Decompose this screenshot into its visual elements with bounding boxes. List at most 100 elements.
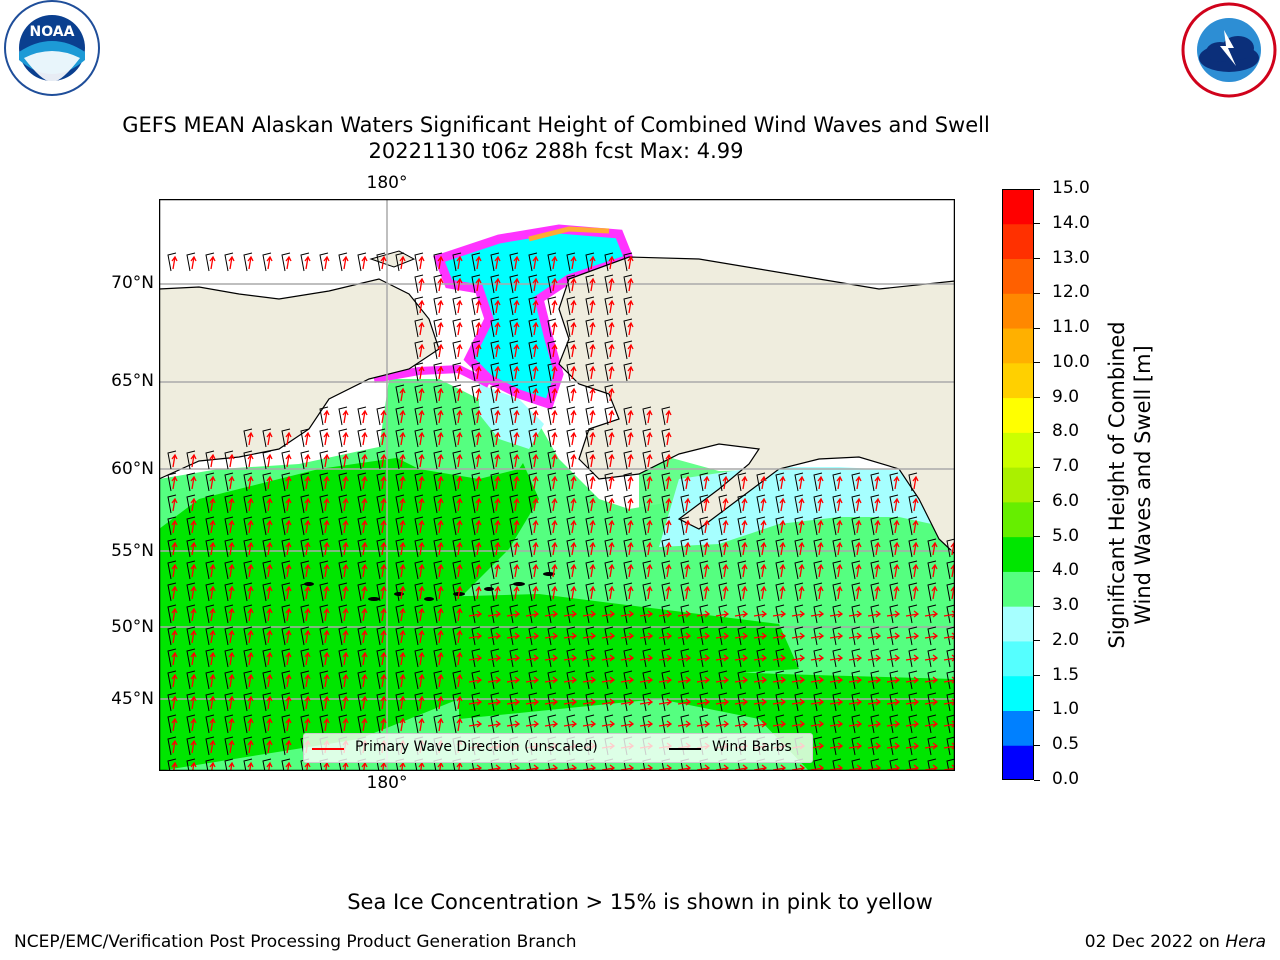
wave-direction-arrow [342, 475, 349, 490]
wind-barb [281, 560, 291, 580]
wind-barb [319, 560, 329, 580]
wind-barb [908, 736, 918, 756]
wave-direction-arrow [266, 519, 273, 534]
wind-barb [699, 560, 709, 580]
wave-direction-arrow [513, 387, 520, 402]
wave-direction-arrow [589, 255, 596, 270]
wind-barb [357, 516, 367, 536]
legend-wave-swatch [312, 748, 344, 750]
wind-barb [908, 670, 918, 690]
wind-barb [490, 450, 500, 470]
wind-barb [718, 714, 728, 734]
wind-barb [452, 582, 462, 602]
wave-direction-arrow [266, 761, 273, 771]
wind-barb [414, 252, 424, 272]
wave-direction-arrow [304, 453, 311, 468]
wave-direction-arrow [247, 695, 254, 710]
wave-direction-arrow [342, 651, 349, 666]
wind-barb [414, 362, 424, 382]
wave-direction-arrow [563, 676, 578, 684]
wind-barb [756, 604, 766, 624]
wind-barb [699, 604, 709, 624]
wave-direction-arrow [342, 673, 349, 688]
wave-direction-arrow [285, 585, 292, 600]
wind-barb [718, 516, 728, 536]
wind-barb [756, 538, 766, 558]
wind-barb [623, 538, 633, 558]
wind-barb [471, 472, 481, 492]
wind-barb [281, 516, 291, 536]
wave-direction-arrow [855, 585, 862, 600]
wave-direction-arrow [608, 409, 615, 424]
wind-barb [490, 714, 500, 734]
wave-direction-arrow [544, 698, 559, 706]
wave-direction-arrow [342, 761, 349, 771]
wind-barb [281, 758, 291, 771]
wind-barb [946, 648, 955, 668]
wind-barb [604, 406, 614, 426]
wind-barb [585, 516, 595, 536]
wind-barb [813, 626, 823, 646]
wave-direction-arrow [380, 255, 387, 270]
wave-direction-arrow [228, 651, 235, 666]
wave-direction-arrow [734, 698, 749, 706]
wave-direction-arrow [544, 720, 559, 728]
wave-direction-arrow [342, 607, 349, 622]
wind-barb [452, 318, 462, 338]
colorbar-segment [1002, 467, 1034, 503]
wind-barb [224, 692, 234, 712]
wave-direction-arrow [228, 497, 235, 512]
wave-direction-arrow [418, 607, 425, 622]
wind-barb [224, 604, 234, 624]
nws-logo [1178, 0, 1280, 100]
wind-barb [395, 560, 405, 580]
wave-direction-arrow [627, 541, 634, 556]
wave-direction-arrow [399, 453, 406, 468]
wave-direction-arrow [696, 720, 711, 728]
wind-barb [490, 494, 500, 514]
wave-direction-arrow [551, 409, 558, 424]
wind-barb [794, 648, 804, 668]
wave-direction-arrow [798, 475, 805, 490]
wave-direction-arrow [779, 497, 786, 512]
wind-barb [604, 560, 614, 580]
wind-barb [794, 560, 804, 580]
wind-barb [319, 626, 329, 646]
wind-barb [585, 604, 595, 624]
wind-barb [604, 582, 614, 602]
wind-barb [452, 274, 462, 294]
wave-direction-arrow [266, 695, 273, 710]
wave-direction-arrow [772, 632, 787, 640]
wind-barb [870, 472, 880, 492]
wave-direction-arrow [190, 453, 197, 468]
wind-barb [927, 714, 937, 734]
wave-direction-arrow [874, 541, 881, 556]
graticule [159, 199, 955, 771]
wave-direction-arrow [620, 610, 635, 618]
wave-direction-arrow [342, 563, 349, 578]
wave-direction-arrow [285, 519, 292, 534]
wave-direction-arrow [570, 431, 577, 446]
colorbar-tick-mark [1034, 744, 1040, 746]
wave-direction-arrow [228, 695, 235, 710]
wave-direction-arrow [418, 497, 425, 512]
wave-direction-arrow [380, 497, 387, 512]
wave-direction-arrow [658, 698, 673, 706]
wave-direction-arrow [266, 255, 273, 270]
wind-barb [908, 714, 918, 734]
wind-barb [167, 472, 177, 492]
wave-direction-arrow [190, 497, 197, 512]
wind-barb [186, 604, 196, 624]
wave-direction-arrow [209, 585, 216, 600]
wave-direction-arrow [608, 475, 615, 490]
wave-direction-arrow [589, 277, 596, 292]
wave-direction-arrow [399, 497, 406, 512]
wave-direction-arrow [532, 321, 539, 336]
wave-direction-arrow [544, 632, 559, 640]
wind-barb [889, 736, 899, 756]
wave-direction-arrow [266, 497, 273, 512]
wind-barb [243, 538, 253, 558]
wave-direction-arrow [886, 610, 901, 618]
wave-direction-arrow [772, 698, 787, 706]
wave-direction-arrow [513, 321, 520, 336]
